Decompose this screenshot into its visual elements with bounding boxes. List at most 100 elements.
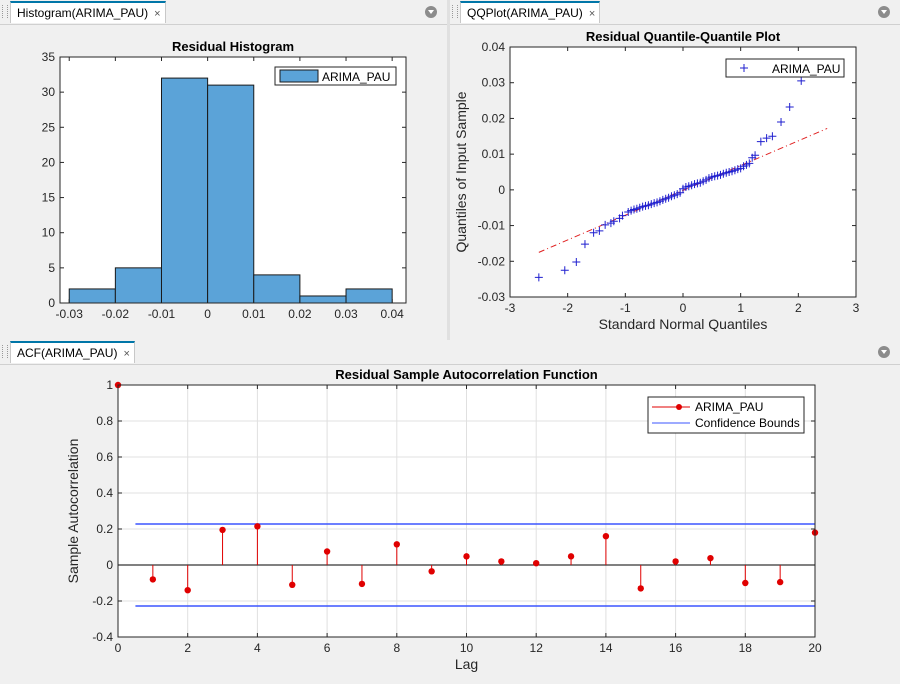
histogram-bar [299, 295, 347, 304]
bars [68, 77, 393, 304]
qq-point [797, 76, 806, 85]
x-tick-label: 20 [808, 641, 822, 655]
y-tick-label: 0.04 [482, 40, 506, 54]
close-icon[interactable]: × [588, 8, 596, 20]
histogram-tabbar: Histogram(ARIMA_PAU) × [0, 0, 447, 25]
x-tick-label: 8 [393, 641, 400, 655]
x-tick-label: -1 [620, 301, 631, 315]
acf-point [567, 553, 575, 560]
y-axis-label: Sample Autocorrelation [65, 439, 81, 584]
qq-point [580, 240, 589, 249]
axes-frame [509, 46, 857, 298]
close-icon[interactable]: × [123, 348, 130, 360]
legend-marker [740, 64, 748, 72]
chart-title: Residual Sample Autocorrelation Function [335, 367, 597, 382]
y-tick-label: 0 [106, 558, 113, 572]
legend-stem-marker [676, 404, 682, 410]
x-tick-label: 16 [669, 641, 683, 655]
tab-histogram[interactable]: Histogram(ARIMA_PAU) × [10, 1, 166, 23]
x-tick-label: 0.02 [288, 307, 312, 321]
axes-frame [59, 56, 407, 304]
x-tick-label: 0 [204, 307, 211, 321]
legend-label: ARIMA_PAU [772, 62, 840, 76]
panel-divider[interactable] [447, 0, 450, 340]
x-tick-label: -0.02 [102, 307, 130, 321]
y-tick-label: 20 [42, 155, 56, 169]
y-tick-label: 25 [42, 120, 56, 134]
panel-menu-icon[interactable] [878, 346, 890, 358]
panel-menu-icon[interactable] [425, 6, 437, 18]
y-tick-label: 30 [42, 85, 56, 99]
qqplot-panel: QQPlot(ARIMA_PAU) × -3 -2 -1 0 1 2 3 -0.03 -0.02 -… [450, 0, 900, 340]
qq-point [618, 211, 627, 220]
y-tick-label: 0.2 [96, 522, 113, 536]
x-tick-label: -0.03 [56, 307, 84, 321]
y-tick-label: -0.03 [478, 290, 506, 304]
y-tick-label: -0.01 [478, 219, 506, 233]
x-tick-label: 2 [795, 301, 802, 315]
x-tick-label: 1 [737, 301, 744, 315]
qq-points [534, 76, 806, 282]
tab-acf[interactable]: ACF(ARIMA_PAU) × [10, 341, 135, 363]
y-tick-label: 0.01 [482, 147, 506, 161]
tab-histogram-label: Histogram(ARIMA_PAU) [17, 6, 149, 20]
y-tick-label: 0.4 [96, 486, 113, 500]
qq-point [534, 273, 543, 282]
close-icon[interactable]: × [154, 8, 161, 20]
acf-point [672, 558, 679, 565]
legend-label: ARIMA_PAU [695, 400, 763, 414]
legend-box [725, 58, 845, 78]
x-tick-label: 3 [853, 301, 860, 315]
qq-point [589, 228, 598, 237]
x-tick-label: 2 [184, 641, 191, 655]
acf-point [393, 541, 400, 548]
tab-qqplot[interactable]: QQPlot(ARIMA_PAU) × [460, 1, 601, 23]
qq-point [751, 151, 760, 160]
y-tick-label: -0.02 [478, 254, 506, 268]
acf-point [498, 558, 505, 565]
y-tick-label: 10 [42, 226, 56, 240]
qq-point [609, 217, 618, 226]
chart-title: Residual Quantile-Quantile Plot [586, 29, 781, 44]
y-tick-label: 15 [42, 191, 56, 205]
x-tick-label: 14 [599, 641, 613, 655]
histogram-bar [345, 288, 393, 304]
x-tick-label: -2 [562, 301, 573, 315]
histogram-bar [253, 274, 301, 304]
y-tick-label: 0.03 [482, 76, 506, 90]
x-tick-label: 12 [530, 641, 544, 655]
acf-point [776, 578, 784, 586]
legend-swatch [279, 69, 319, 83]
panel-menu-icon[interactable] [878, 6, 890, 18]
legend: ARIMA_PAU [725, 58, 845, 78]
x-tick-label: 0 [115, 641, 122, 655]
qq-point [762, 134, 771, 143]
qq-point [777, 118, 786, 126]
acf-panel: ACF(ARIMA_PAU) × 0 2 4 6 8 10 12 14 16 18 20 -0.4 -0.… [0, 340, 900, 679]
x-tick-label: 18 [739, 641, 753, 655]
acf-point [463, 553, 470, 560]
y-tick-label: 0 [48, 296, 55, 310]
qqplot-canvas: -3 -2 -1 0 1 2 3 -0.03 -0.02 -0.01 0 0.01 0.02 0.03 0.… [450, 25, 900, 340]
x-tick-label: 10 [460, 641, 474, 655]
acf-point [742, 579, 749, 587]
y-tick-label: 0.02 [482, 111, 506, 125]
qq-point [572, 258, 581, 266]
drag-grip-icon[interactable] [452, 5, 458, 18]
histogram-panel: Histogram(ARIMA_PAU) × -0.03 -0.02 -0.01 0 0.… [0, 0, 447, 340]
histogram-bar [68, 288, 116, 304]
x-tick-label: -3 [505, 301, 516, 315]
y-tick-label: 0 [498, 183, 505, 197]
drag-grip-icon[interactable] [2, 345, 8, 358]
axes: -3 -2 -1 0 1 2 3 -0.03 -0.02 -0.01 0 0.01 0.02 0.03 0.… [453, 29, 860, 332]
acf-point [707, 554, 714, 562]
legend-box [647, 396, 805, 434]
x-tick-label: 0.01 [242, 307, 266, 321]
x-tick-label: -0.01 [148, 307, 176, 321]
x-axis-label: Standard Normal Quantiles [599, 316, 768, 332]
drag-grip-icon[interactable] [2, 5, 8, 18]
x-tick-label: 4 [254, 641, 261, 655]
qqplot-tabbar: QQPlot(ARIMA_PAU) × [450, 0, 900, 25]
qqplot-chart: -3 -2 -1 0 1 2 3 -0.03 -0.02 -0.01 0 0.01 0.02 0.03 0.… [453, 29, 860, 332]
histogram-canvas: -0.03 -0.02 -0.01 0 0.01 0.02 0.03 0.04 0 5 10 15 20… [0, 25, 447, 340]
